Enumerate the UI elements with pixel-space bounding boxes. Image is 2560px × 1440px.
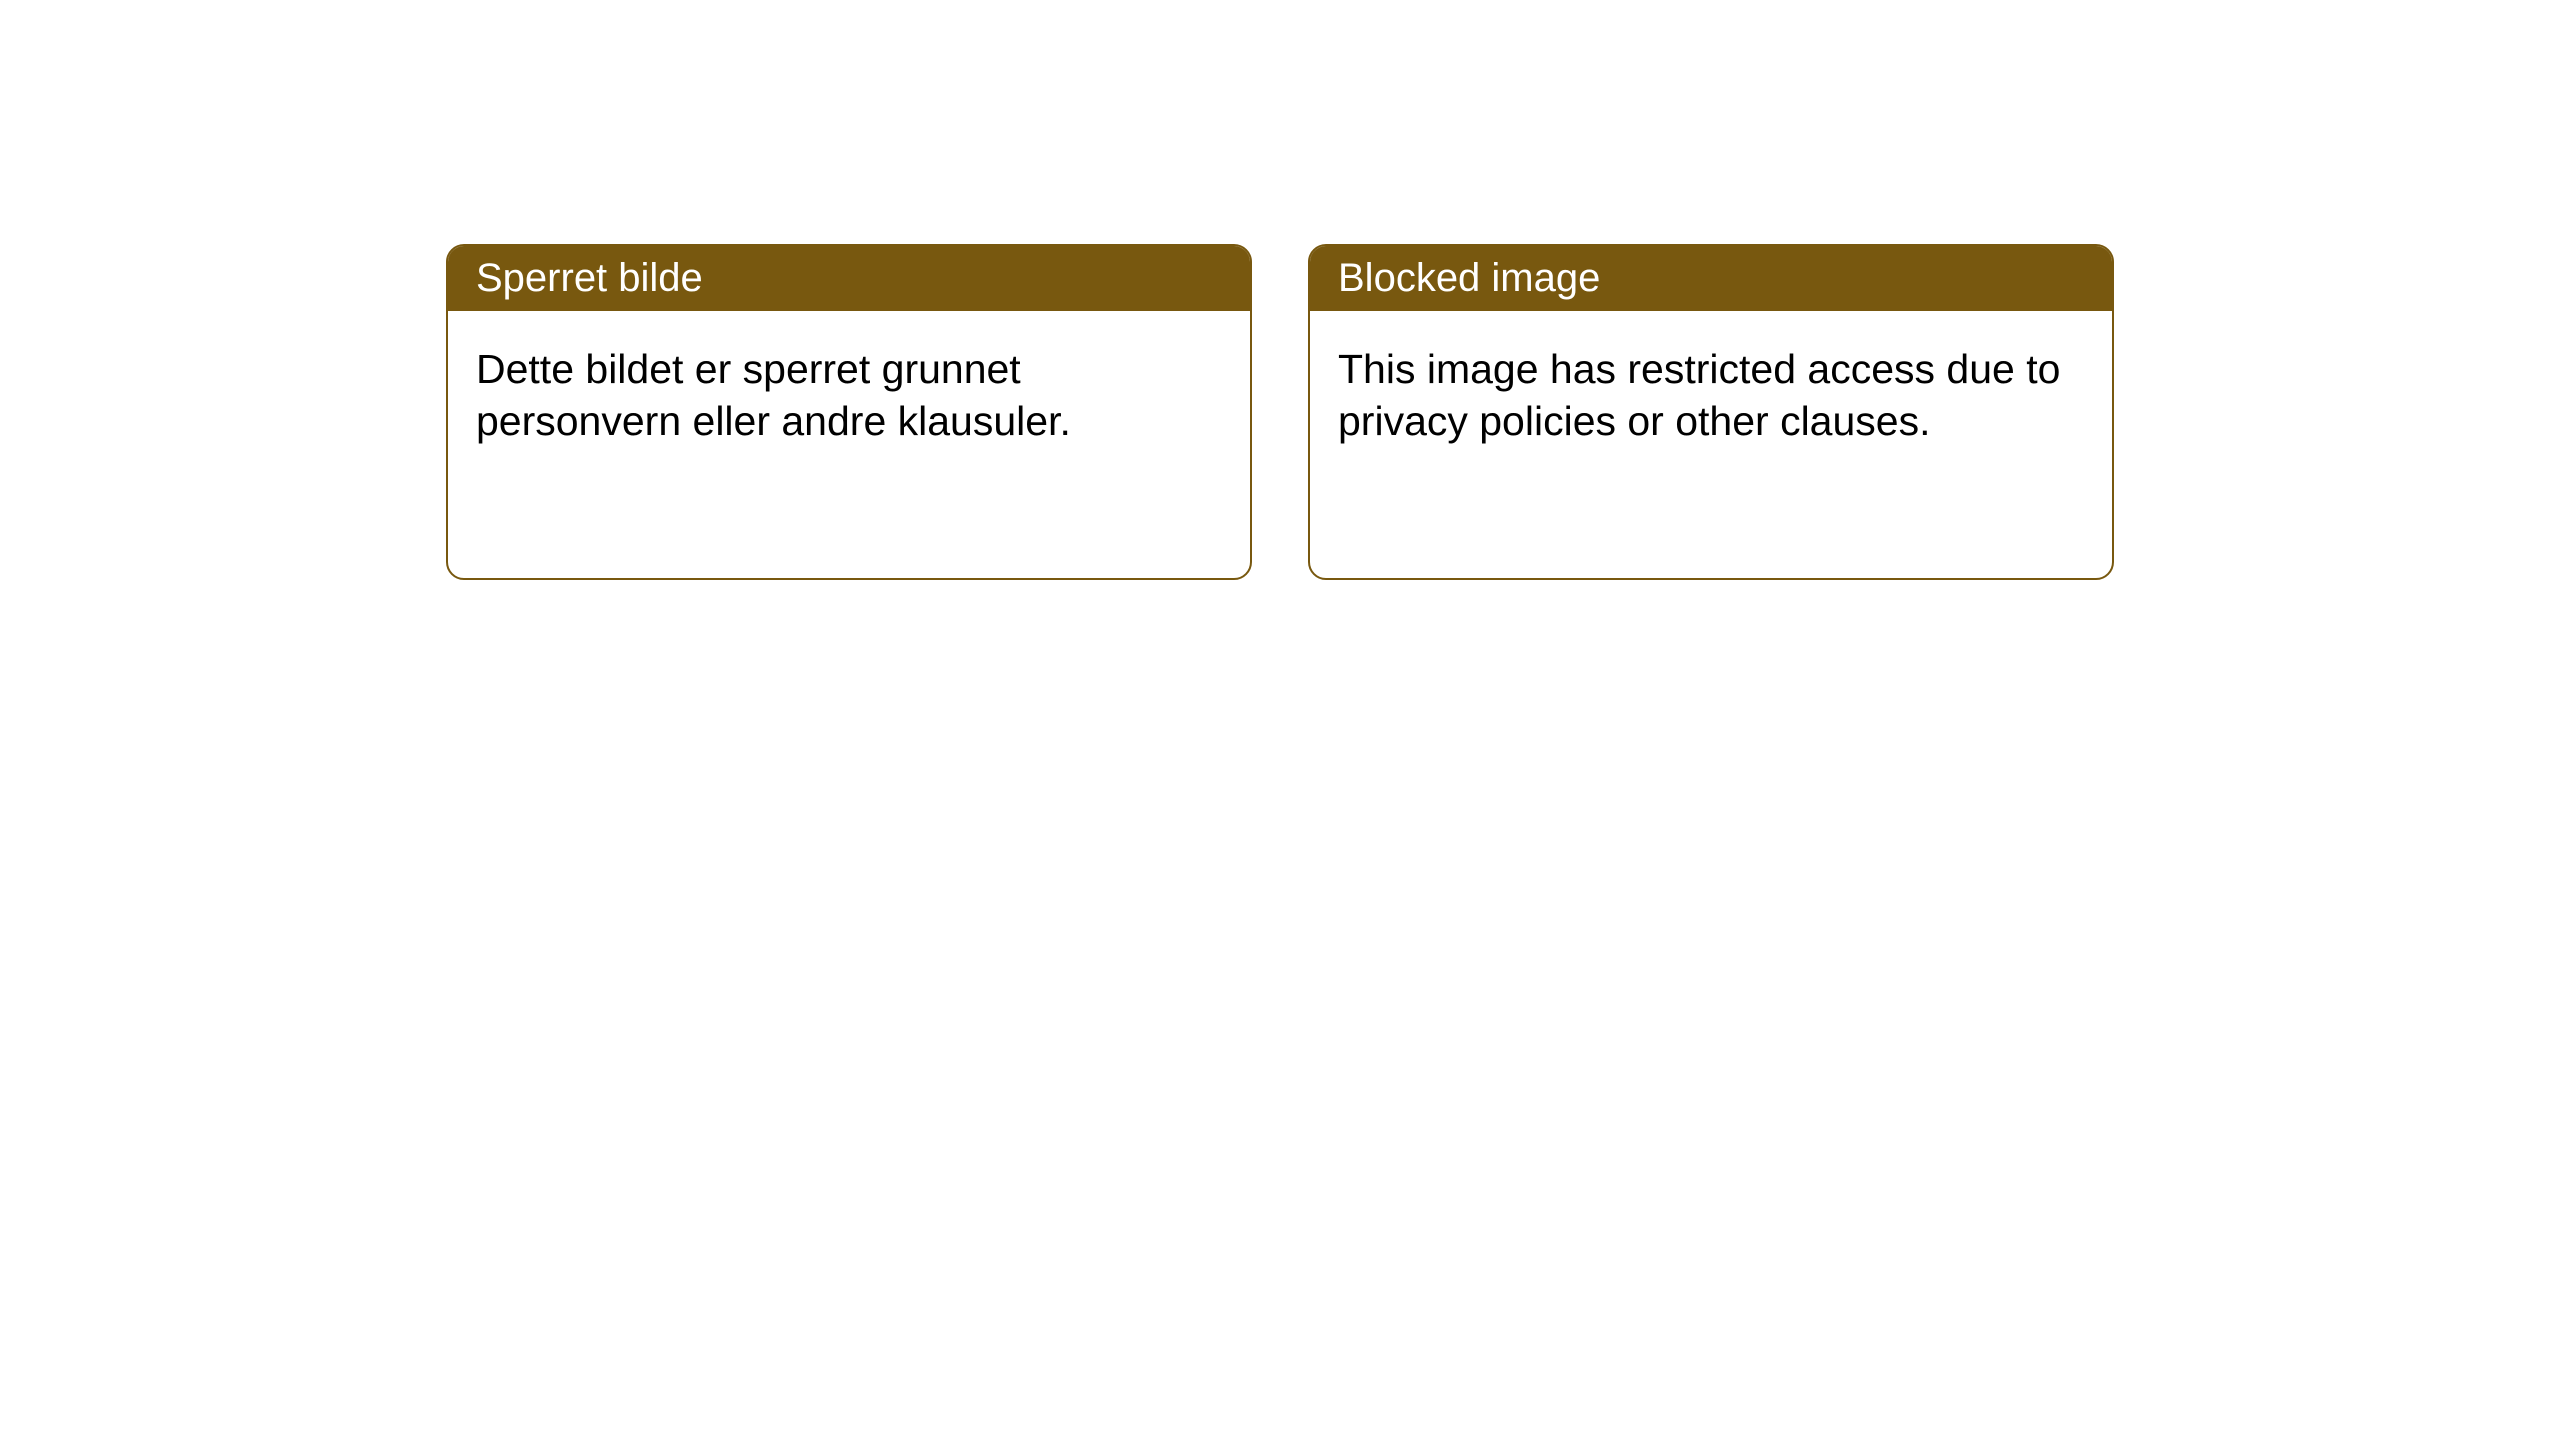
notice-container: Sperret bilde Dette bildet er sperret gr… <box>0 0 2560 580</box>
card-title-english: Blocked image <box>1338 256 1600 300</box>
notice-card-english: Blocked image This image has restricted … <box>1308 244 2114 580</box>
card-body-text-english: This image has restricted access due to … <box>1338 346 2060 444</box>
card-header-norwegian: Sperret bilde <box>448 246 1250 311</box>
card-body-norwegian: Dette bildet er sperret grunnet personve… <box>448 311 1250 480</box>
card-body-english: This image has restricted access due to … <box>1310 311 2112 480</box>
card-header-english: Blocked image <box>1310 246 2112 311</box>
card-body-text-norwegian: Dette bildet er sperret grunnet personve… <box>476 346 1071 444</box>
card-title-norwegian: Sperret bilde <box>476 256 703 300</box>
notice-card-norwegian: Sperret bilde Dette bildet er sperret gr… <box>446 244 1252 580</box>
